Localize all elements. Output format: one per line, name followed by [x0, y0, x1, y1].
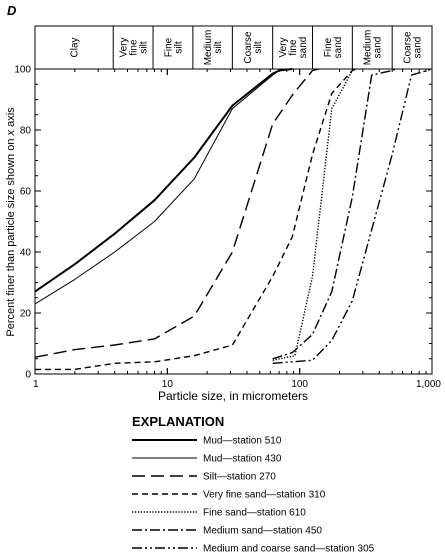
series-line — [34, 68, 320, 358]
y-axis-title: Percent finer than particle size shown o… — [5, 107, 17, 337]
legend-label: Fine sand—station 610 — [203, 508, 306, 519]
y-axis-title-prefix: Percent finer than particle size shown o… — [5, 135, 17, 336]
x-tick-label: 1,000 — [416, 379, 441, 390]
series-line — [272, 68, 433, 364]
size-class-label: Veryfinesilt — [119, 37, 150, 57]
legend-label: Medium sand—station 450 — [203, 526, 322, 537]
size-class-label: Mediumsand — [363, 30, 384, 66]
size-class-label: Coarsesand — [403, 31, 424, 64]
size-class-label: Coarsesilt — [243, 31, 264, 64]
plot-frame — [34, 25, 433, 375]
plot-border — [34, 25, 433, 375]
series-line — [272, 68, 356, 361]
legend-title: EXPLANATION — [132, 414, 224, 429]
series-line — [35, 68, 356, 371]
size-class-label: Finesand — [323, 37, 344, 59]
size-class-label: Finesilt — [163, 37, 184, 57]
size-class-label: Mediumsilt — [203, 30, 224, 66]
legend-label: Mud—station 510 — [203, 436, 282, 447]
size-class-header: Clay Veryfinesilt Finesilt Mediumsilt Coarse… — [70, 26, 424, 69]
y-tick-label: 60 — [20, 187, 32, 198]
legend-label: Very fine sand—station 310 — [203, 490, 326, 501]
y-axis-title-italic: x — [5, 129, 17, 136]
x-tick-label: 10 — [162, 379, 174, 390]
series-line — [34, 68, 293, 305]
legend: Mud—station 510 Mud—station 430 Silt—stati… — [132, 436, 375, 555]
y-tick-label: 80 — [20, 126, 32, 137]
y-tick-label: 40 — [20, 248, 32, 259]
legend-label: Silt—station 270 — [203, 472, 276, 483]
y-axis: 0 20 40 60 80 100 — [14, 65, 432, 381]
series-line — [272, 68, 396, 360]
y-tick-label: 100 — [14, 65, 31, 76]
panel-letter: D — [7, 3, 17, 18]
size-class-label: Clay — [70, 37, 81, 57]
legend-label: Mud—station 430 — [203, 454, 282, 465]
x-axis-title: Particle size, in micrometers — [158, 389, 308, 403]
series-lines — [34, 68, 433, 371]
y-tick-label: 0 — [25, 370, 31, 381]
y-axis-title-suffix: axis — [5, 107, 17, 130]
y-tick-label: 20 — [20, 309, 32, 320]
x-tick-label: 1 — [33, 379, 39, 390]
x-axis: 1 10 100 1,000 — [33, 69, 441, 390]
series-line — [34, 68, 293, 293]
x-tick-label: 100 — [291, 379, 308, 390]
legend-label: Medium and coarse sand—station 305 — [203, 544, 375, 555]
size-class-label: Veryfinesand — [278, 37, 309, 59]
